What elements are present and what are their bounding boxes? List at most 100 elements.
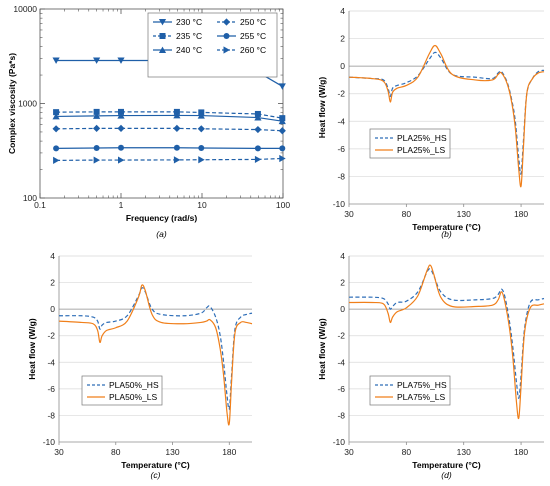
x-tick-label: 130 (165, 447, 179, 457)
x-axis-label: Temperature (°C) (412, 460, 481, 470)
data-point (197, 112, 205, 119)
legend-label: PLA25%_LS (397, 145, 446, 155)
y-tick-label: 2 (340, 278, 345, 288)
data-point (278, 117, 286, 125)
data-point (279, 145, 286, 152)
data-point (118, 156, 125, 164)
data-point (117, 124, 125, 133)
legend-label: PLA75%_LS (397, 392, 446, 402)
y-tick-label: 0 (340, 61, 345, 71)
data-point (93, 108, 100, 115)
data-point (93, 57, 101, 64)
x-tick-label: 100 (276, 200, 290, 210)
data-point (278, 83, 286, 90)
data-point (173, 144, 180, 151)
legend-label: 230 °C (176, 17, 202, 27)
legend-label: PLA75%_HS (397, 380, 447, 390)
y-tick-label: -10 (333, 199, 346, 209)
series-line-pla75ls (348, 264, 545, 420)
data-point (254, 145, 261, 152)
data-point (278, 127, 286, 135)
series-255 (53, 144, 286, 152)
series-250 (52, 124, 286, 135)
legend-marker (159, 33, 166, 39)
legend: PLA25%_HS PLA25%_LS (369, 128, 451, 159)
y-tick-label: -6 (47, 384, 55, 394)
data-point (117, 57, 125, 64)
y-tick-label: 2 (50, 278, 55, 288)
x-tick-label: 30 (344, 447, 354, 457)
data-point (118, 144, 124, 151)
x-tick-label: 130 (457, 447, 471, 457)
series-line (56, 114, 283, 122)
data-point (93, 112, 101, 119)
series-line (56, 147, 283, 149)
data-point (117, 112, 125, 119)
x-tick-label: 180 (514, 447, 528, 457)
data-point (53, 145, 60, 152)
series-line (56, 157, 283, 161)
y-tick-label: 4 (50, 251, 55, 261)
y-tick-label: 4 (340, 6, 345, 16)
x-tick-label: 0.1 (34, 200, 46, 210)
y-tick-label: 10000 (13, 4, 37, 14)
y-tick-label: 0 (50, 304, 55, 314)
y-tick-label: 0 (340, 304, 345, 314)
data-point (52, 113, 60, 120)
y-tick-label: -2 (47, 331, 55, 341)
legend-box (369, 128, 451, 159)
x-tick-label: 80 (402, 447, 412, 457)
panel-caption: (a) (156, 229, 167, 239)
y-tick-label: -4 (337, 116, 345, 126)
data-point (53, 109, 60, 116)
panel-caption: (b) (441, 229, 452, 239)
x-tick-label: 30 (54, 447, 64, 457)
x-tick-label: 80 (402, 209, 412, 219)
legend: 230 °C 250 °C 235 °C 255 °C 240 °C 260 °C (147, 12, 278, 78)
series-line-pla50ls (58, 284, 253, 426)
y-axis-label: Heat flow (W/g) (317, 77, 327, 139)
data-point (198, 156, 205, 164)
panel-caption: (d) (441, 470, 452, 480)
data-point (52, 57, 60, 64)
data-point (52, 125, 60, 133)
data-point (173, 156, 181, 164)
y-tick-label: 4 (340, 251, 345, 261)
panel-caption: (c) (151, 470, 161, 480)
data-point (118, 108, 124, 115)
y-tick-label: -6 (337, 384, 345, 394)
y-tick-label: -2 (337, 89, 345, 99)
legend: PLA50%_HS PLA50%_LS (81, 375, 163, 406)
legend-marker (158, 19, 167, 26)
y-axis-label: Heat flow (W/g) (27, 318, 37, 380)
legend-label: 260 °C (240, 45, 266, 55)
x-tick-label: 180 (514, 209, 528, 219)
data-point (198, 145, 205, 152)
legend-label: PLA25%_HS (397, 133, 447, 143)
y-tick-label: 100 (23, 193, 37, 203)
data-point (254, 155, 262, 164)
y-tick-label: -4 (337, 357, 345, 367)
data-point (93, 124, 101, 133)
x-tick-label: 130 (457, 209, 471, 219)
x-tick-label: 1 (119, 200, 124, 210)
y-tick-label: -6 (337, 144, 345, 154)
legend-box (147, 12, 278, 78)
y-tick-label: -10 (333, 437, 346, 447)
y-axis-label: Complex viscosity (Pa*s) (7, 53, 17, 154)
y-axis-label: Heat flow (W/g) (317, 318, 327, 380)
legend-box (369, 375, 451, 406)
data-point (173, 108, 180, 115)
legend-label: 255 °C (240, 31, 266, 41)
legend-label: 250 °C (240, 17, 266, 27)
series-line-pla25ls (348, 44, 545, 188)
data-point (173, 124, 181, 133)
legend: PLA75%_HS PLA75%_LS (369, 375, 451, 406)
legend-label: PLA50%_LS (109, 392, 158, 402)
legend-label: 240 °C (176, 45, 202, 55)
x-tick-label: 80 (111, 447, 121, 457)
data-point (93, 156, 101, 164)
